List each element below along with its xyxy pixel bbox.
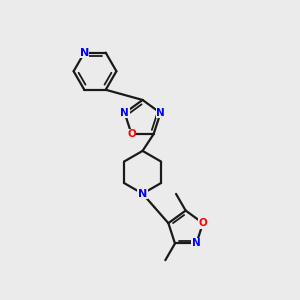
Text: N: N — [138, 189, 147, 199]
Text: N: N — [156, 108, 165, 118]
Text: N: N — [120, 108, 129, 118]
Text: N: N — [192, 238, 201, 248]
Text: O: O — [199, 218, 207, 228]
Text: N: N — [80, 48, 89, 58]
Text: O: O — [127, 129, 136, 139]
